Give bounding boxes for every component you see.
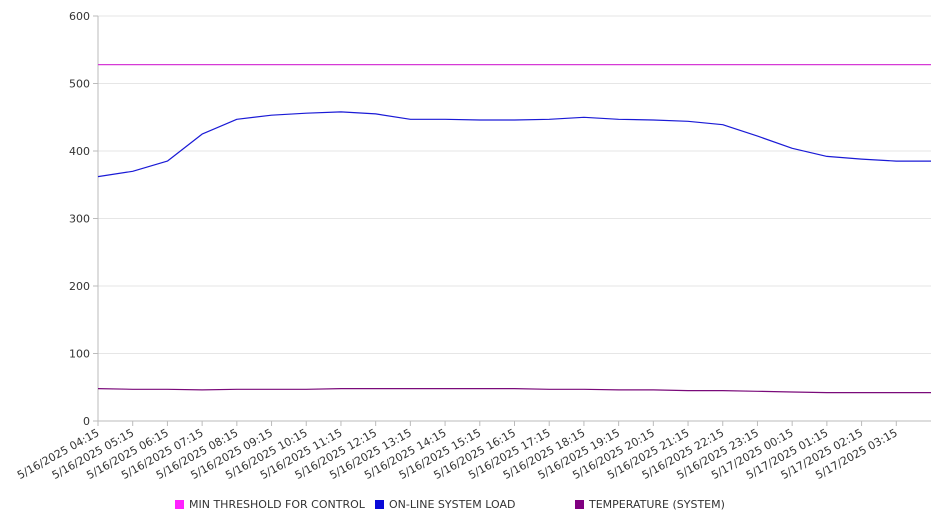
legend-label-system-load: ON-LINE SYSTEM LOAD: [389, 498, 516, 511]
legend-label-min-threshold: MIN THRESHOLD FOR CONTROL: [189, 498, 365, 511]
y-tick-label: 200: [69, 280, 90, 293]
legend-item-temperature[interactable]: TEMPERATURE (SYSTEM): [575, 498, 725, 511]
y-tick-label: 300: [69, 213, 90, 226]
series-line-1: [97, 111, 931, 178]
y-tick-label: 500: [69, 78, 90, 91]
y-tick-label: 100: [69, 348, 90, 361]
gridlines: [98, 15, 931, 422]
legend-swatch-min-threshold: [175, 500, 184, 509]
y-tick-label: 600: [69, 10, 90, 23]
y-axis: 0 100 200 300 400 500 600: [69, 10, 99, 428]
legend-item-min-threshold[interactable]: MIN THRESHOLD FOR CONTROL: [175, 498, 365, 511]
legend-swatch-system-load: [375, 500, 384, 509]
legend-swatch-temperature: [575, 500, 584, 509]
series-line-2: [97, 388, 931, 394]
legend-label-temperature: TEMPERATURE (SYSTEM): [589, 498, 725, 511]
series-lines: [97, 63, 931, 394]
x-axis: 5/16/2025 04:155/16/2025 05:155/16/2025 …: [15, 420, 931, 482]
legend: MIN THRESHOLD FOR CONTROL ON-LINE SYSTEM…: [0, 498, 946, 516]
legend-item-system-load[interactable]: ON-LINE SYSTEM LOAD: [375, 498, 515, 511]
y-tick-label: 400: [69, 145, 90, 158]
y-tick-label: 0: [83, 415, 90, 428]
